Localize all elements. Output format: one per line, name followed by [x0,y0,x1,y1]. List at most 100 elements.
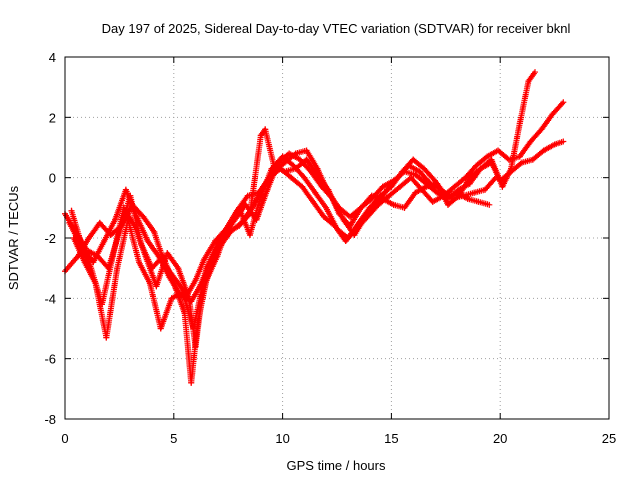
data-point [384,186,391,193]
data-point [112,216,119,223]
data-point [473,162,480,169]
data-point [434,189,441,196]
data-point [418,186,425,193]
data-point [455,192,462,199]
data-point [118,222,125,229]
data-point [70,235,77,241]
data-point [66,219,73,226]
data-point [484,153,491,160]
data-point [288,174,295,181]
y-tick-label: 4 [49,50,56,65]
data-point [79,244,86,251]
data-point [444,201,451,208]
data-point [462,174,469,181]
y-tick-label: -2 [44,231,56,246]
data-point [81,259,88,266]
data-point [529,156,536,163]
x-tick-label: 25 [602,431,616,446]
data-point [233,207,240,214]
data-point [477,165,484,172]
data-point [508,165,515,172]
data-point [347,213,354,220]
data-point [429,198,436,205]
data-point [146,280,153,287]
data-point [246,231,253,238]
data-point [144,238,151,245]
grid-lines [65,57,609,419]
data-point [101,238,108,245]
data-point [347,222,354,229]
data-point [192,343,199,350]
data-point [264,186,271,193]
data-point [481,186,488,193]
data-point [166,274,173,281]
data-point [401,168,408,175]
data-point [495,147,502,154]
data-point [140,213,147,220]
data-point [257,132,264,139]
data-point [386,192,393,199]
data-point [249,204,256,211]
y-axis-label: SDTVAR / TECUs [6,185,21,290]
data-point [444,195,451,202]
chart-title: Day 197 of 2025, Sidereal Day-to-day VTE… [102,21,571,36]
data-point [486,201,493,208]
data-point [164,250,171,257]
data-point [281,159,288,166]
data-point [325,189,332,196]
data-point [133,213,140,220]
x-tick-label: 15 [384,431,398,446]
data-point [153,283,160,290]
data-point [103,334,110,341]
data-point [342,238,349,245]
data-point [303,147,310,154]
data-point [96,219,103,226]
x-tick-label: 5 [170,431,177,446]
data-point [475,198,482,205]
data-point [314,165,321,172]
data-point [109,253,116,260]
data-point [227,228,234,235]
data-point [390,177,397,184]
x-tick-label: 10 [275,431,289,446]
data-point [412,171,419,178]
data-point [357,204,364,211]
data-point [68,207,75,214]
data-point [151,228,158,235]
data-point [464,195,471,202]
series-trace-5 [68,69,539,305]
data-point [260,183,267,190]
data-point [155,253,162,260]
data-point [175,265,182,272]
data-point [516,120,523,127]
data-point [407,174,414,181]
data-point [157,325,164,332]
data-point [192,277,199,284]
data-point [390,201,397,208]
data-point [451,183,458,190]
data-point [488,156,495,163]
data-point [455,186,462,193]
data-point [336,210,343,217]
x-axis-label: GPS time / hours [287,458,386,473]
data-point [168,295,175,302]
y-tick-label: -8 [44,412,56,427]
data-point [85,235,92,241]
data-point [525,78,532,85]
data-point [196,283,203,290]
y-tick-label: -6 [44,352,56,367]
data-point [299,183,306,190]
data-point [421,165,428,172]
data-point [75,253,82,260]
data-point [353,225,360,232]
data-point [286,150,293,157]
data-point [114,265,121,272]
data-point [397,183,404,190]
data-point [212,238,219,245]
data-point [244,192,251,199]
data-point [301,174,308,181]
data-point [532,69,539,76]
data-point [518,159,525,166]
